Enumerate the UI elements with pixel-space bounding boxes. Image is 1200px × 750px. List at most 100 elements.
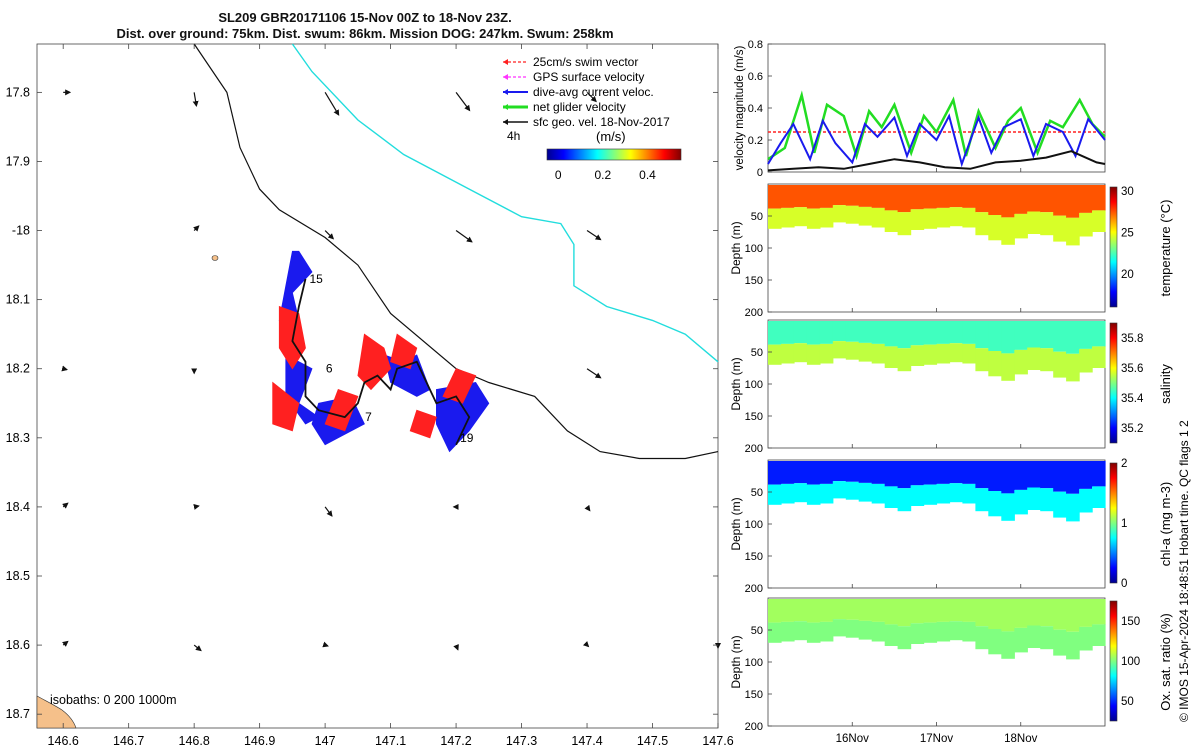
section-cell	[1053, 629, 1067, 656]
section-cell	[936, 321, 951, 344]
section-cell	[871, 461, 886, 484]
section-cell	[858, 482, 873, 502]
section-cell	[781, 185, 795, 208]
colorbar-tick-label: 0.2	[594, 168, 611, 182]
section-cell	[871, 343, 886, 364]
section-cell	[781, 207, 795, 228]
section-cell	[910, 485, 925, 506]
isobaths-label: isobaths: 0 200 1000m	[50, 693, 176, 707]
isobath-1000m-line	[291, 43, 719, 363]
section-cell	[975, 348, 989, 372]
depth-axis-label: Depth (m)	[729, 635, 743, 688]
map-x-tick-label: 147.5	[637, 734, 668, 748]
section-cell	[1092, 346, 1106, 368]
section-colorbar	[1109, 462, 1118, 584]
section-cell	[793, 599, 808, 622]
depth-axis-label: Depth (m)	[729, 357, 743, 410]
section-cell	[962, 207, 976, 228]
chart-title-line-2: Dist. over ground: 75km. Dist. swum: 86k…	[116, 26, 614, 41]
section-cell	[1040, 461, 1054, 489]
section-cell	[988, 461, 1002, 491]
colorbar-tick-label: 0.4	[639, 168, 656, 182]
glider-track: 15 6 7 19	[291, 272, 474, 446]
section-cell	[988, 215, 1002, 241]
section-cell	[884, 210, 899, 232]
surface-vector-arrow	[586, 368, 602, 379]
credit-text: © IMOS 15-Apr-2024 18:48:51 Hobart time.…	[1177, 420, 1191, 722]
velocity-y-axis-label: velocity magnitude (m/s)	[734, 46, 746, 171]
section-cell	[1014, 599, 1028, 628]
colorbar-tick-label: 150	[1121, 616, 1140, 628]
map-x-tick-label: 146.7	[113, 734, 144, 748]
section-cell	[949, 185, 964, 208]
section-cell	[1079, 488, 1093, 513]
section-cell	[806, 321, 821, 345]
section-cell	[819, 207, 834, 228]
section-cell	[1014, 185, 1028, 214]
colorbar-tick-label: 35.8	[1121, 333, 1143, 345]
section-cell	[871, 321, 886, 344]
depth-tick-label: 200	[745, 721, 763, 733]
section-cell	[1027, 625, 1041, 648]
section-cell	[975, 626, 989, 650]
section-cell	[1053, 491, 1067, 518]
section-cell	[845, 619, 860, 638]
section-cell	[897, 348, 912, 372]
section-cell	[936, 483, 951, 504]
section-cell	[1027, 185, 1041, 212]
section-cell	[1066, 631, 1080, 660]
depth-axis-label: Depth (m)	[729, 221, 743, 274]
colorbar-tick-label: 100	[1121, 656, 1140, 668]
section-cell	[1066, 353, 1080, 382]
section-cell	[832, 619, 847, 637]
section-cell	[1027, 211, 1041, 234]
section-cell	[832, 461, 847, 482]
section-cell	[1040, 626, 1054, 650]
colorbar-tick-label: 1	[1121, 518, 1127, 530]
section-cell	[962, 343, 976, 364]
colorbar-tick-label: 20	[1121, 269, 1134, 281]
day-label: 15	[309, 272, 323, 286]
surface-vector-arrow	[324, 92, 340, 116]
section-cell	[1092, 624, 1106, 646]
section-colorbar	[1109, 600, 1118, 722]
legend-swatch-head	[503, 59, 508, 65]
section-cell	[910, 623, 925, 644]
section-cell	[768, 461, 782, 485]
section-cell	[897, 626, 912, 650]
map-x-tick-label: 147.6	[702, 734, 733, 748]
section-cell	[988, 629, 1002, 655]
section-cell	[1027, 347, 1041, 370]
legend-interval-label: 4h	[507, 129, 520, 143]
velocity-series-line	[767, 90, 1106, 161]
section-cell	[1001, 185, 1015, 218]
section-cell	[988, 321, 1002, 351]
section-cell	[949, 461, 964, 484]
section-cell	[1092, 599, 1106, 625]
section-cell	[936, 207, 951, 228]
surface-vector-arrow	[322, 641, 329, 648]
section-cell	[1014, 489, 1028, 515]
section-cell	[1079, 185, 1093, 213]
section-cell	[936, 185, 951, 208]
section-cell	[806, 484, 821, 505]
section-cell	[781, 483, 795, 504]
section-cell	[988, 185, 1002, 215]
map-y-tick-label: 18.1	[6, 293, 30, 307]
map-frame	[36, 43, 719, 729]
surface-vector-arrow	[455, 230, 473, 243]
section-cell	[910, 185, 925, 210]
legend-swatch-head	[503, 74, 508, 80]
colorbar-tick-label: 50	[1121, 696, 1134, 708]
section-salinity: 50 100 150 200 Depth (m) 35.2 35.4 35.6 35.8 sali…	[729, 319, 1173, 455]
section-cell	[858, 185, 873, 207]
section-cell	[819, 461, 834, 484]
section-cell	[819, 343, 834, 364]
section-cell	[975, 185, 989, 213]
depth-tick-label: 200	[745, 443, 763, 455]
section-cell	[988, 351, 1002, 377]
colorbar-units-label: (m/s)	[596, 129, 626, 144]
section-cell	[781, 461, 795, 484]
section-cell	[1027, 461, 1041, 488]
